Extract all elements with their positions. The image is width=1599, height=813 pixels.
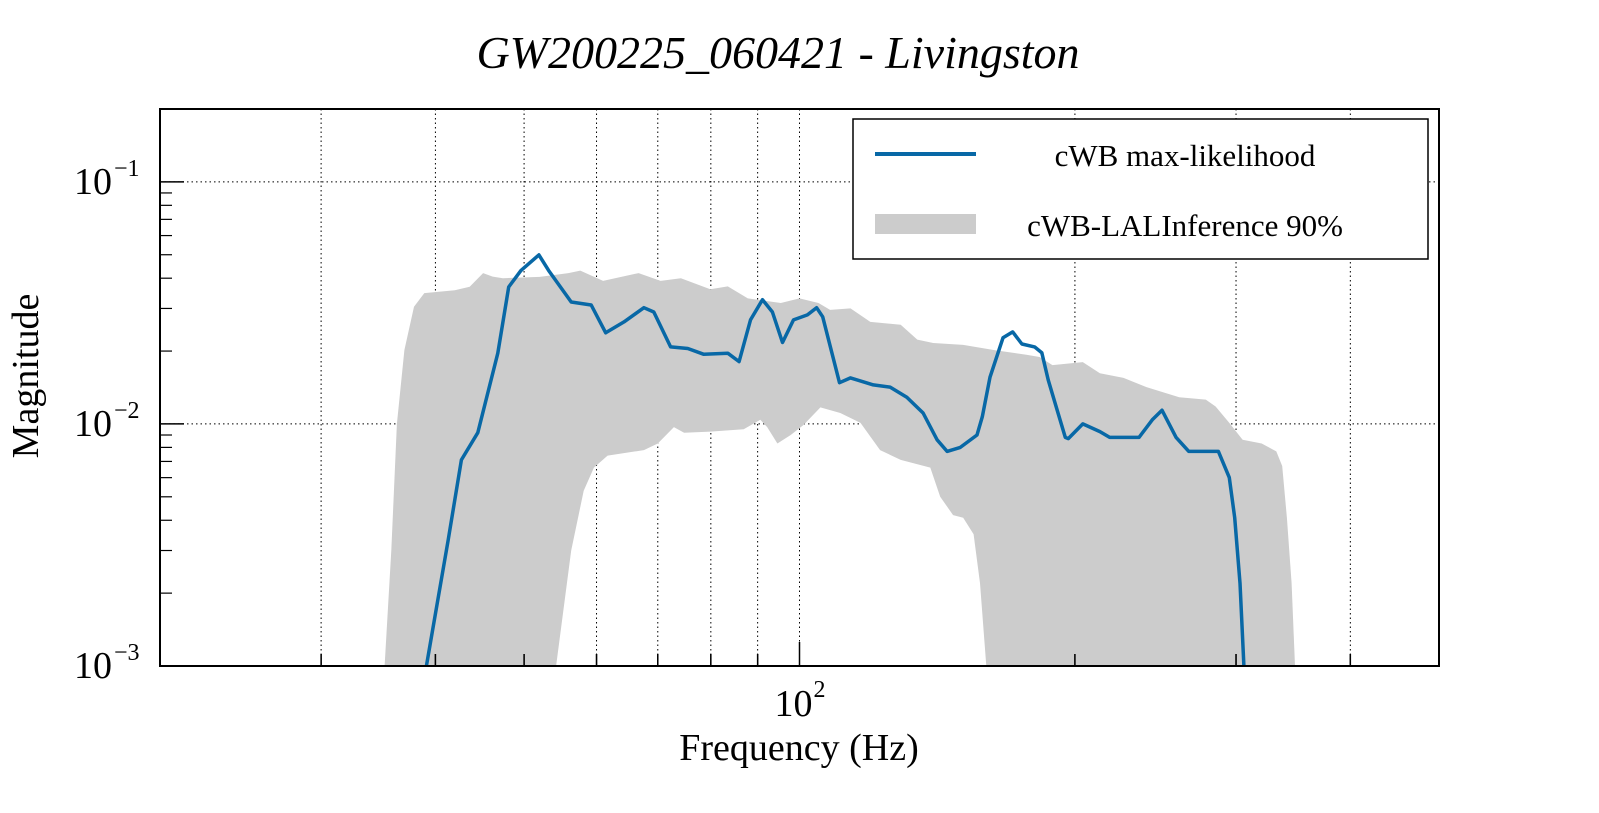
legend-label-max-likelihood: cWB max-likelihood [1055,138,1316,173]
y-tick-label-exponent: −1 [114,156,140,182]
x-axis-label: Frequency (Hz) [679,727,919,769]
y-tick-label: 10 [74,645,112,687]
x-tick-label-exponent: 2 [814,677,826,703]
y-tick-label-exponent: −3 [114,640,140,666]
x-tick-label: 10 [775,683,813,725]
legend: cWB max-likelihood cWB-LALInference 90% [852,118,1429,260]
plot-frame [159,108,1440,667]
y-tick-label-exponent: −2 [114,398,140,424]
chart-title: GW200225_060421 - Livingston [476,27,1079,78]
y-tick-label: 10 [74,161,112,203]
ticks [159,108,1440,667]
y-tick-label: 10 [74,403,112,445]
y-axis-label: Magnitude [5,294,47,459]
max-likelihood-line-layer [424,253,1246,666]
max-likelihood-line [424,253,1246,666]
legend-box [852,118,1429,260]
legend-label-credible-band: cWB-LALInference 90% [1027,208,1343,243]
credible-band-area [384,270,1296,666]
legend-swatch-credible-band [875,214,976,234]
tick-labels: 10 −110 −210 −310 2 [74,156,826,725]
credible-band-layer [384,270,1296,666]
